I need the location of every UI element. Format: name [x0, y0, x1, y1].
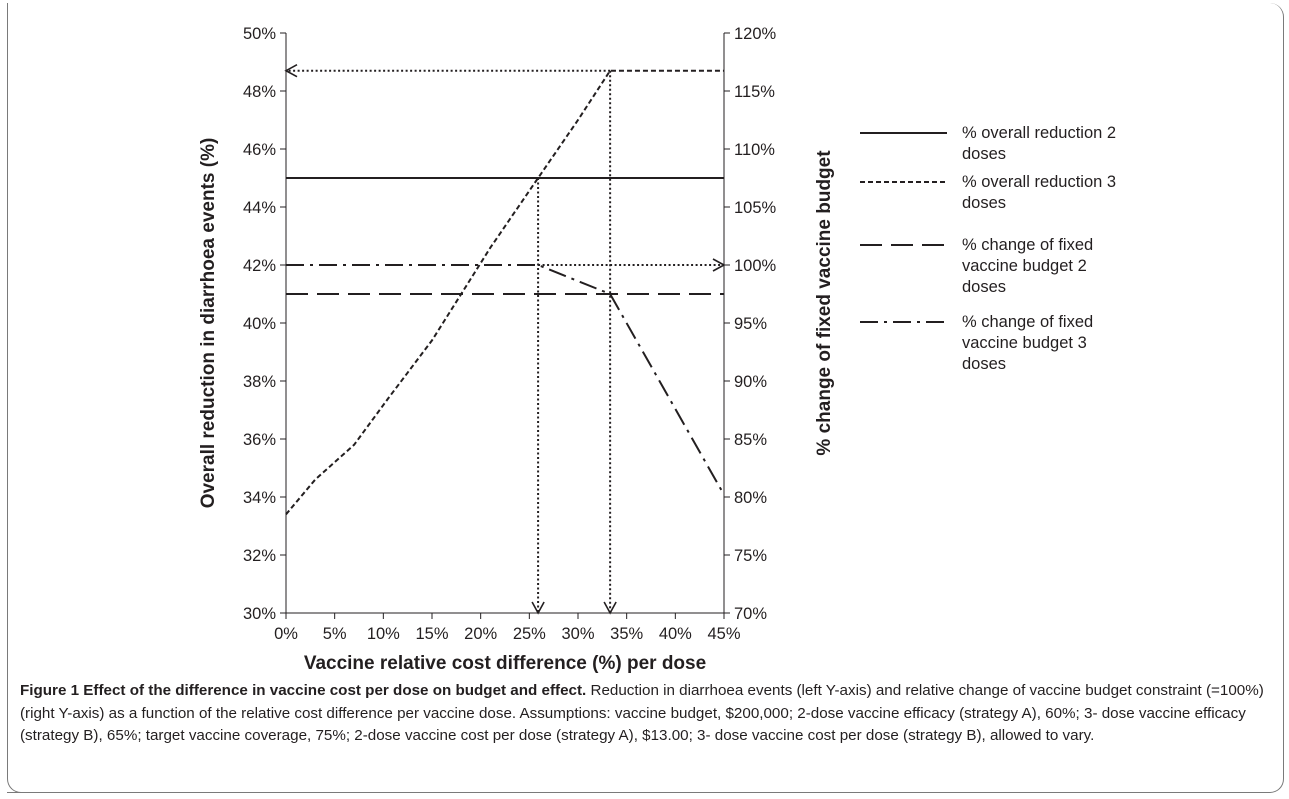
caption-text: Reduction in diarrhoea events (left Y-ax…	[20, 682, 1264, 744]
y-right-tick-label: 90%	[734, 373, 767, 391]
y-left-tick-label: 36%	[243, 431, 276, 449]
legend-label-1: % overall reduction 2 doses	[962, 124, 1116, 163]
y-right-tick-label: 75%	[734, 547, 767, 565]
y-left-tick-label: 34%	[243, 489, 276, 507]
series-line-2	[285, 69, 724, 516]
legend-label-4: % change of fixed vaccine budget 3 doses	[962, 313, 1093, 373]
x-axis-title: Vaccine relative cost difference (%) per…	[304, 653, 706, 674]
figure-frame	[7, 3, 1284, 793]
y-left-tick-label: 40%	[243, 315, 276, 333]
y-left-tick-label: 44%	[243, 199, 276, 217]
x-tick-label: 5%	[323, 625, 347, 643]
y-right-axis-title: % change of fixed vaccine budget	[814, 150, 835, 456]
x-tick-label: 40%	[659, 625, 692, 643]
y-left-tick-label: 50%	[243, 25, 276, 43]
y-right-tick-label: 70%	[734, 605, 767, 623]
y-left-axis-title: Overall reduction in diarrhoea events (%…	[198, 138, 219, 509]
y-right-tick-label: 120%	[734, 25, 777, 43]
legend-layer: % overall reduction 2 doses % overall redu…	[860, 124, 1116, 373]
y-left-tick-label: 32%	[243, 547, 276, 565]
y-right-tick-label: 85%	[734, 431, 767, 449]
x-tick-label: 30%	[561, 625, 594, 643]
y-left-tick-label: 38%	[243, 373, 276, 391]
series-layer	[285, 69, 725, 516]
y-right-tick-label: 95%	[734, 315, 767, 333]
x-tick-label: 35%	[610, 625, 643, 643]
y-left-tick-label: 46%	[243, 141, 276, 159]
figure-caption: Figure 1 Effect of the difference in vac…	[20, 680, 1270, 748]
annotation-layer	[284, 63, 726, 615]
series-line-4	[286, 264, 725, 496]
y-right-tick-label: 80%	[734, 489, 767, 507]
chart: 30% 32% 34% 36% 38% 40% 42% 44% 46% 48% 50% 70% 75% 8…	[198, 25, 1116, 674]
y-right-tick-label: 105%	[734, 199, 777, 217]
x-tick-label: 20%	[464, 625, 497, 643]
legend-label-3: % change of fixed vaccine budget 2 doses	[962, 236, 1093, 296]
y-right-tick-label: 110%	[734, 141, 775, 159]
caption-title: Figure 1 Effect of the difference in vac…	[20, 682, 587, 699]
axes-layer: 30% 32% 34% 36% 38% 40% 42% 44% 46% 48% 50% 70% 75% 8…	[198, 25, 835, 674]
y-right-tick-label: 100%	[734, 257, 777, 275]
x-tick-label: 0%	[274, 625, 298, 643]
x-tick-label: 15%	[415, 625, 448, 643]
x-tick-label: 10%	[367, 625, 400, 643]
x-tick-label: 45%	[707, 625, 740, 643]
y-right-tick-label: 115%	[734, 83, 775, 101]
y-left-tick-label: 42%	[243, 257, 276, 275]
y-left-tick-label: 48%	[243, 83, 276, 101]
y-left-tick-label: 30%	[243, 605, 276, 623]
x-tick-label: 25%	[513, 625, 546, 643]
legend-label-2: % overall reduction 3 doses	[962, 173, 1116, 212]
